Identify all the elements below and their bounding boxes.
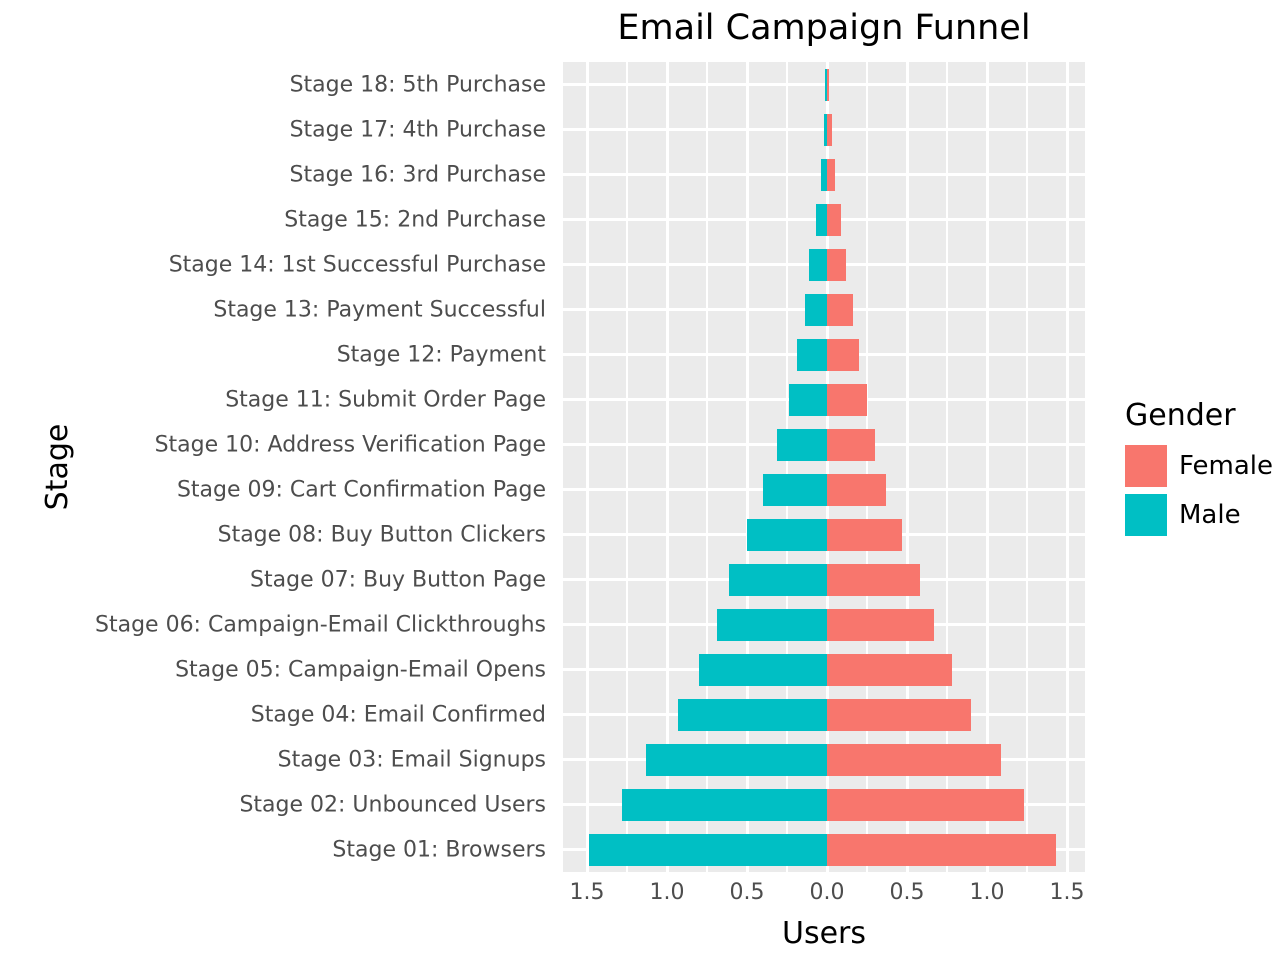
y-tick-label: Stage 08: Buy Button Clickers: [217, 522, 546, 547]
y-tick-label: Stage 10: Address Verification Page: [154, 432, 546, 457]
bar-female: [827, 473, 887, 506]
bar-male: [809, 248, 827, 281]
gridline-major-vertical: [585, 62, 589, 872]
bar-male: [646, 743, 827, 776]
y-tick-label: Stage 09: Cart Confirmation Page: [176, 477, 546, 502]
gridline-major-vertical: [745, 62, 749, 872]
gridline-major-vertical: [985, 62, 989, 872]
gridline-major-vertical: [1065, 62, 1069, 872]
gridline-minor-vertical: [706, 62, 708, 872]
bar-female: [827, 113, 832, 146]
x-axis-title: Users: [781, 916, 866, 951]
gridline-minor-vertical: [786, 62, 788, 872]
y-tick-label: Stage 12: Payment: [336, 342, 546, 367]
bar-female: [827, 428, 875, 461]
legend: Gender Female Male: [1125, 398, 1275, 543]
bar-female: [827, 743, 1002, 776]
legend-item-female: Female: [1125, 445, 1275, 487]
bar-female: [827, 698, 971, 731]
bar-female: [827, 653, 952, 686]
legend-title: Gender: [1125, 398, 1236, 433]
bar-female: [827, 563, 920, 596]
y-tick-label: Stage 11: Submit Order Page: [225, 387, 546, 412]
gridline-minor-vertical: [626, 62, 628, 872]
bar-male: [588, 833, 827, 866]
y-tick-label: Stage 13: Payment Successful: [213, 297, 546, 322]
legend-swatch-female-icon: [1125, 445, 1167, 487]
bar-male: [815, 203, 827, 236]
bar-female: [827, 338, 859, 371]
y-tick-label: Stage 16: 3rd Purchase: [289, 162, 546, 187]
gridline-major-vertical: [905, 62, 909, 872]
bar-female: [827, 203, 842, 236]
bar-male: [788, 383, 827, 416]
bar-female: [827, 158, 835, 191]
y-tick-label: Stage 07: Buy Button Page: [250, 567, 546, 592]
y-tick-label: Stage 04: Email Confirmed: [250, 702, 546, 727]
gridline-minor-vertical: [1026, 62, 1028, 872]
y-tick-label: Stage 14: 1st Successful Purchase: [168, 252, 546, 277]
bar-male: [820, 158, 827, 191]
bar-male: [716, 608, 827, 641]
legend-item-male: Male: [1125, 494, 1275, 536]
gridline-major-vertical: [665, 62, 669, 872]
x-tick-label: 1.0: [649, 880, 685, 905]
bar-male: [729, 563, 827, 596]
bar-female: [827, 518, 903, 551]
y-tick-label: Stage 17: 4th Purchase: [289, 117, 546, 142]
y-tick-label: Stage 05: Campaign-Email Opens: [175, 657, 546, 682]
y-tick-label: Stage 18: 5th Purchase: [289, 72, 546, 97]
gridline-minor-vertical: [866, 62, 868, 872]
y-tick-label: Stage 01: Browsers: [332, 837, 546, 862]
bar-female: [827, 788, 1024, 821]
y-axis-tick-labels: Stage 18: 5th Purchase Stage 17: 4th Purc…: [0, 62, 556, 872]
y-tick-label: Stage 06: Campaign-Email Clickthroughs: [95, 612, 546, 637]
gridline-minor-vertical: [946, 62, 948, 872]
bar-male: [699, 653, 827, 686]
bar-male: [796, 338, 827, 371]
bar-male: [763, 473, 827, 506]
bar-male: [747, 518, 827, 551]
x-tick-label: 0.5: [729, 880, 765, 905]
bar-male: [825, 68, 827, 101]
plot-panel: [563, 62, 1085, 872]
gridline-major-horizontal: [563, 83, 1085, 86]
y-tick-label: Stage 03: Email Signups: [277, 747, 546, 772]
bar-male: [777, 428, 827, 461]
bar-female: [827, 248, 847, 281]
x-tick-label: 1.5: [1049, 880, 1085, 905]
bar-female: [827, 833, 1056, 866]
gridline-major-vertical: [825, 62, 829, 872]
bar-female: [827, 68, 830, 101]
bar-male: [804, 293, 827, 326]
bar-male: [678, 698, 827, 731]
chart-title: Email Campaign Funnel: [617, 8, 1031, 48]
bar-male: [823, 113, 827, 146]
y-axis-title: Stage: [39, 423, 75, 511]
x-tick-label: 0.0: [809, 880, 845, 905]
legend-label-male: Male: [1179, 500, 1241, 530]
bar-female: [827, 608, 935, 641]
y-tick-label: Stage 02: Unbounced Users: [239, 792, 546, 817]
legend-swatch-male-icon: [1125, 494, 1167, 536]
x-tick-label: 0.5: [889, 880, 925, 905]
bar-male: [622, 788, 827, 821]
bar-female: [827, 293, 853, 326]
x-tick-label: 1.0: [969, 880, 1005, 905]
y-tick-label: Stage 15: 2nd Purchase: [284, 207, 546, 232]
legend-label-female: Female: [1179, 451, 1274, 481]
bar-female: [827, 383, 867, 416]
x-tick-label: 1.5: [569, 880, 605, 905]
